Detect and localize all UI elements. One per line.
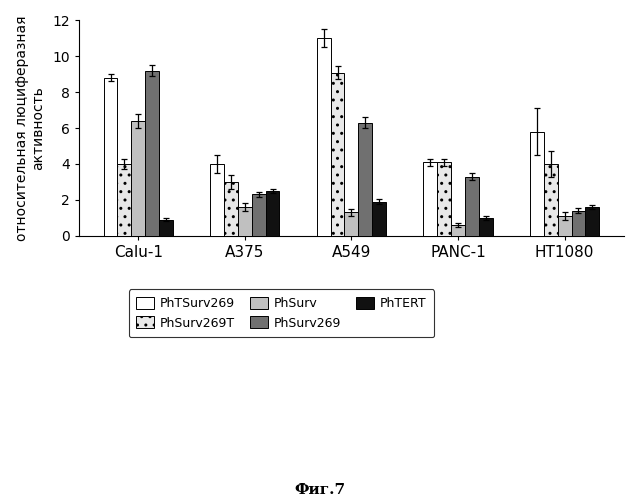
Bar [104,78,118,236]
Bar [372,202,386,236]
Bar [131,121,145,236]
Bar [266,191,279,236]
Bar [224,182,238,236]
Bar [451,225,465,236]
Bar [479,218,493,236]
Bar [159,220,173,236]
Text: Фиг.7: Фиг.7 [294,483,345,497]
Bar [344,213,358,236]
Bar [358,123,372,236]
Bar [330,72,344,236]
Bar [465,177,479,236]
Y-axis label: относительная люциферазная
активность: относительная люциферазная активность [15,15,45,241]
Bar [118,164,131,236]
Bar [317,38,330,236]
Bar [238,207,252,236]
Bar [424,162,437,236]
Bar [210,164,224,236]
Bar [558,216,571,236]
Bar [530,132,544,236]
Bar [571,211,585,236]
Bar [585,207,599,236]
Bar [252,195,266,236]
Legend: PhTSurv269, PhSurv269T, PhSurv, PhSurv269, PhTERT: PhTSurv269, PhSurv269T, PhSurv, PhSurv26… [128,289,434,337]
Bar [145,71,159,236]
Bar [544,164,558,236]
Bar [437,162,451,236]
